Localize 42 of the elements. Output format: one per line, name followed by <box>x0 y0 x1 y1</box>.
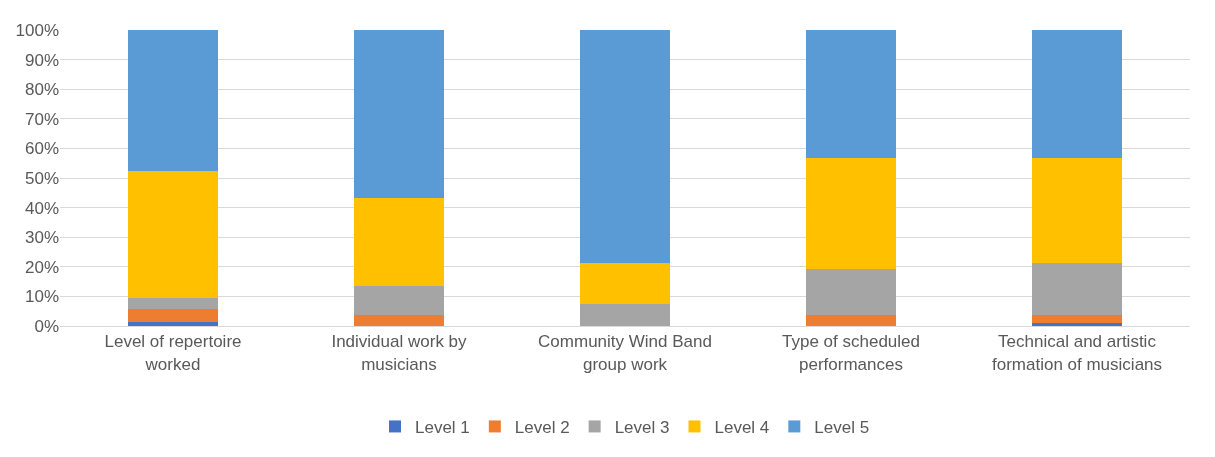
x-tick-label: Individual work by musicians <box>331 332 468 374</box>
y-tick-label: 70% <box>24 109 59 129</box>
y-tick-label: 80% <box>24 80 59 100</box>
y-tick-label: 0% <box>34 316 59 336</box>
bar <box>127 30 219 171</box>
y-tick-label: 90% <box>24 50 59 70</box>
legend-label: Level 2 <box>514 418 570 438</box>
y-tick-label: 50% <box>24 168 59 188</box>
bar <box>1031 30 1123 159</box>
legend-label: Level 1 <box>415 418 470 438</box>
y-tick-label: 60% <box>24 139 59 159</box>
y-tick-label: 30% <box>24 228 59 248</box>
bar <box>127 298 219 310</box>
y-tick-label: 20% <box>24 257 59 277</box>
x-tick-label: Technical and artistic formation of musicians <box>991 332 1163 374</box>
legend-label: Level 3 <box>614 418 670 438</box>
x-tick-label: Community Wind Band group work <box>538 332 712 374</box>
bar <box>1031 323 1123 326</box>
bar <box>127 170 219 299</box>
legend-label: Level 4 <box>714 418 770 438</box>
bar <box>805 315 897 326</box>
bar <box>1031 262 1123 316</box>
bar <box>353 286 445 316</box>
y-tick-label: 10% <box>24 287 59 307</box>
bar <box>127 321 219 326</box>
bar <box>579 304 671 326</box>
x-tick-label: Level of repertoire worked <box>104 332 242 374</box>
bar <box>805 30 897 159</box>
bar <box>579 262 671 305</box>
bar <box>353 315 445 326</box>
bar <box>1031 158 1123 263</box>
bar <box>579 30 671 263</box>
y-tick-label: 100% <box>15 20 59 40</box>
bar <box>353 30 445 199</box>
y-tick-label: 40% <box>24 198 59 218</box>
bar <box>127 309 219 322</box>
bar <box>353 198 445 287</box>
x-tick-label: Type of scheduled performances <box>782 332 920 374</box>
bar <box>1031 315 1123 324</box>
legend-label: Level 5 <box>814 418 870 438</box>
bar <box>805 158 897 269</box>
bar <box>805 268 897 316</box>
